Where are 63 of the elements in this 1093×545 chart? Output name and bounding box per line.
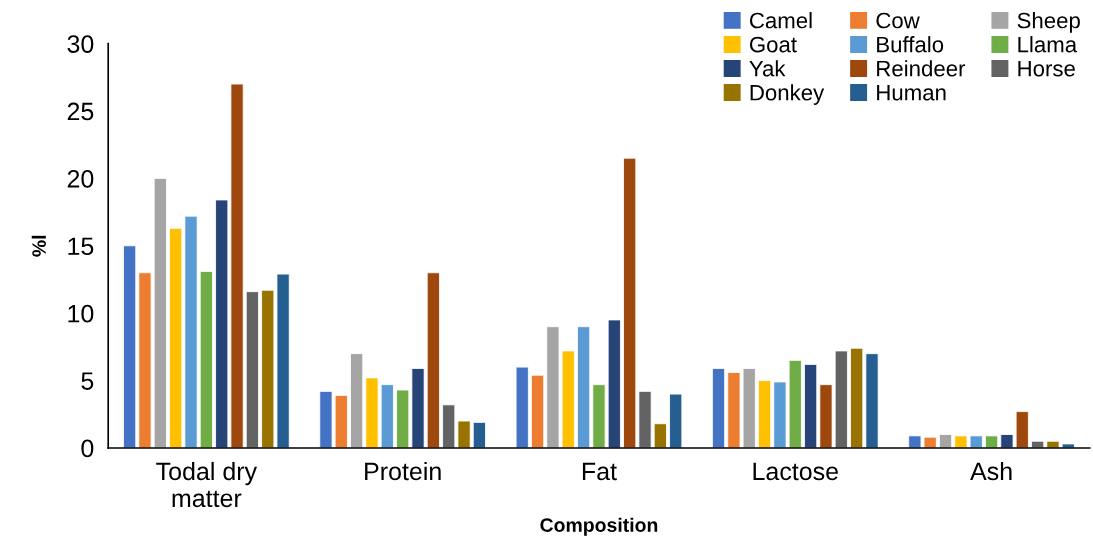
bar xyxy=(153,177,167,448)
bar xyxy=(653,423,667,448)
bar xyxy=(426,272,440,448)
y-tick-label: 30 xyxy=(67,35,94,53)
y-tick-label: 10 xyxy=(68,304,94,323)
legend-label: Yak xyxy=(749,60,786,77)
legend-label: Horse xyxy=(1018,60,1075,77)
legend-label: Donkey xyxy=(750,84,825,105)
bar xyxy=(350,353,364,448)
bar xyxy=(531,374,545,448)
bar xyxy=(245,291,259,448)
x-tick-label: Lactose xyxy=(753,462,838,481)
bar xyxy=(623,157,637,448)
bar xyxy=(865,353,879,448)
bar xyxy=(365,377,379,448)
bar xyxy=(669,393,683,448)
x-tick-label: Todal dry matter xyxy=(156,461,258,508)
bar xyxy=(1046,440,1060,448)
bar xyxy=(577,326,591,448)
legend-label: Human xyxy=(877,85,946,101)
bar xyxy=(199,270,213,448)
y-tick-label: 0 xyxy=(81,439,94,458)
x-tick-label: Fat xyxy=(582,462,617,481)
bar xyxy=(472,421,486,448)
legend-label: Goat xyxy=(749,36,797,53)
x-tick-label: Protein xyxy=(365,461,441,481)
bar xyxy=(411,368,425,448)
legend-label: Cow xyxy=(876,12,920,29)
legend-label: Buffalo xyxy=(877,36,944,53)
bar xyxy=(169,227,183,448)
bar xyxy=(442,404,456,448)
y-tick-label: 5 xyxy=(81,372,94,390)
bar xyxy=(804,364,818,448)
bar xyxy=(230,83,244,448)
bar xyxy=(515,366,529,448)
bar xyxy=(638,390,652,448)
bar xyxy=(819,384,833,448)
bar xyxy=(215,199,229,448)
bar xyxy=(592,384,606,448)
bar xyxy=(123,245,137,448)
y-tick-label: 15 xyxy=(68,237,94,256)
y-tick-label: 20 xyxy=(67,170,94,188)
bar xyxy=(938,434,953,448)
legend-label: Camel xyxy=(749,12,812,29)
bar xyxy=(138,272,152,448)
x-axis-title: Composition xyxy=(540,517,658,536)
x-tick-label: Ash xyxy=(970,461,1012,481)
bar xyxy=(457,420,471,448)
legend-label: Reindeer xyxy=(877,60,966,77)
legend-label: Llama xyxy=(1018,36,1078,53)
bar xyxy=(834,350,848,448)
bar xyxy=(396,389,410,448)
y-tick-label: 25 xyxy=(67,102,94,121)
bar xyxy=(184,215,198,448)
bar xyxy=(711,368,726,448)
bar xyxy=(607,319,621,448)
bar xyxy=(1061,443,1075,448)
bar xyxy=(985,435,999,448)
legend-label: Sheep xyxy=(1017,12,1080,33)
bar xyxy=(850,347,864,448)
bar xyxy=(758,380,772,448)
y-axis-title: %l xyxy=(31,235,46,257)
bar xyxy=(380,384,394,448)
